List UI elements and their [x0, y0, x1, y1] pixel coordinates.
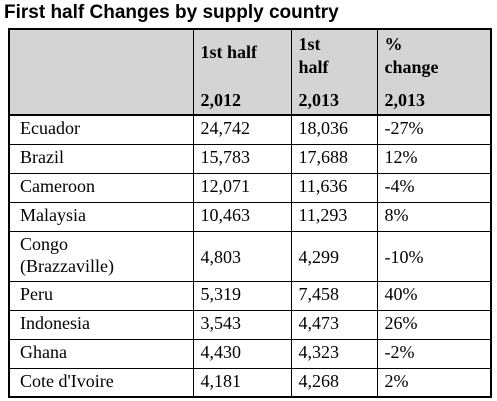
header-first-half-2012: 1st half 2,012 — [192, 28, 292, 116]
table-row: Ghana 4,430 4,323 -2% — [8, 338, 492, 369]
table-row: Brazil 15,783 17,688 12% — [8, 143, 492, 174]
header-label: 1st half — [200, 42, 258, 62]
header-label: change — [384, 57, 439, 77]
header-first-half-2013: 1st half 2,013 — [290, 28, 378, 116]
value-2012-cell: 10,463 — [192, 201, 292, 232]
header-label: % — [384, 34, 403, 54]
country-name-line2: (Brazzaville) — [20, 255, 114, 276]
value-2012-cell: 24,742 — [192, 114, 292, 145]
country-cell: Indonesia — [8, 309, 194, 340]
country-cell: Cameroon — [8, 172, 194, 203]
change-cell: 12% — [376, 143, 492, 174]
value-2012-cell: 4,430 — [192, 338, 292, 369]
value-2013-cell: 4,268 — [290, 367, 378, 398]
value-2012-cell: 15,783 — [192, 143, 292, 174]
change-cell: 26% — [376, 309, 492, 340]
value-2012-cell: 12,071 — [192, 172, 292, 203]
country-cell: Malaysia — [8, 201, 194, 232]
value-2012-cell: 5,319 — [192, 280, 292, 311]
value-2013-cell: 11,636 — [290, 172, 378, 203]
country-cell: Brazil — [8, 143, 194, 174]
header-label: 1st — [298, 34, 321, 54]
country-name: Congo — [20, 233, 69, 254]
table-row: Peru 5,319 7,458 40% — [8, 280, 492, 311]
header-year: 2,013 — [384, 90, 426, 110]
change-cell: 2% — [376, 367, 492, 398]
country-cell: Ecuador — [8, 114, 194, 145]
change-cell: 40% — [376, 280, 492, 311]
value-2012-cell: 4,181 — [192, 367, 292, 398]
header-percent-change: % change 2,013 — [376, 28, 492, 116]
table-header-row: 1st half 2,012 1st half 2,013 % change 2… — [8, 28, 492, 116]
table-row: Cote d'Ivoire 4,181 4,268 2% — [8, 367, 492, 398]
value-2013-cell: 4,473 — [290, 309, 378, 340]
table-row: Indonesia 3,543 4,473 26% — [8, 309, 492, 340]
value-2013-cell: 4,323 — [290, 338, 378, 369]
value-2012-cell: 4,803 — [192, 230, 292, 282]
value-2013-cell: 18,036 — [290, 114, 378, 145]
value-2013-cell: 17,688 — [290, 143, 378, 174]
change-cell: -4% — [376, 172, 492, 203]
table-row: Malaysia 10,463 11,293 8% — [8, 201, 492, 232]
header-year: 2,012 — [200, 90, 242, 110]
country-cell: Congo (Brazzaville) — [8, 230, 194, 282]
header-label: half — [298, 57, 329, 77]
value-2013-cell: 4,299 — [290, 230, 378, 282]
header-year: 2,013 — [298, 90, 340, 110]
change-cell: 8% — [376, 201, 492, 232]
table-row: Ecuador 24,742 18,036 -27% — [8, 114, 492, 145]
country-cell: Cote d'Ivoire — [8, 367, 194, 398]
country-cell: Ghana — [8, 338, 194, 369]
value-2013-cell: 11,293 — [290, 201, 378, 232]
table-row: Cameroon 12,071 11,636 -4% — [8, 172, 492, 203]
change-cell: -10% — [376, 230, 492, 282]
header-country — [8, 28, 194, 116]
change-cell: -2% — [376, 338, 492, 369]
table-title: First half Changes by supply country — [4, 2, 339, 23]
table-row: Congo (Brazzaville) 4,803 4,299 -10% — [8, 230, 492, 282]
supply-country-table: 1st half 2,012 1st half 2,013 % change 2… — [8, 28, 492, 398]
value-2013-cell: 7,458 — [290, 280, 378, 311]
change-cell: -27% — [376, 114, 492, 145]
country-cell: Peru — [8, 280, 194, 311]
value-2012-cell: 3,543 — [192, 309, 292, 340]
